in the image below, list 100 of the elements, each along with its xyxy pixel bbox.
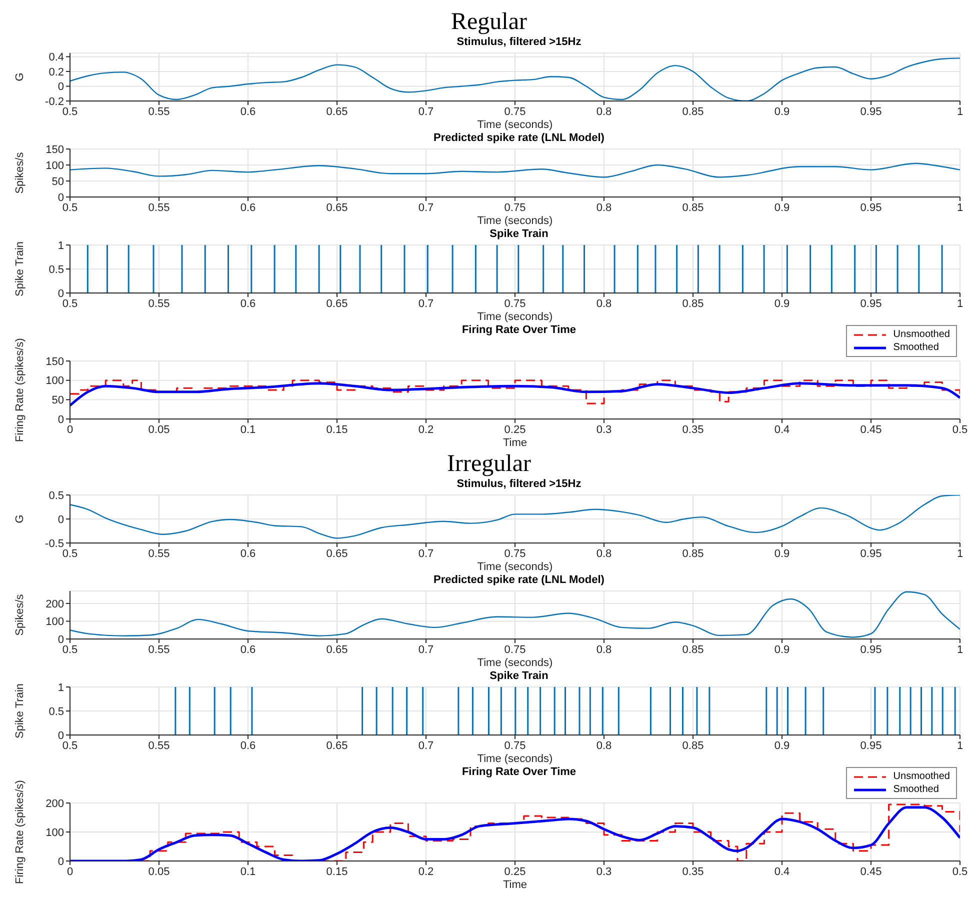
x-tick-label: 0.4	[774, 866, 790, 878]
x-tick-label: 0.45	[860, 424, 882, 436]
x-tick-label: 0.6	[240, 202, 256, 214]
x-axis-title: Time (seconds)	[476, 561, 554, 574]
legend-label: Unsmoothed	[893, 770, 950, 783]
x-axis-title: Time	[502, 879, 528, 891]
x-tick-label: 0.1	[240, 866, 256, 878]
x-tick-label: 0.95	[860, 548, 882, 560]
y-tick-label: 0	[58, 414, 64, 426]
x-tick-label: 0.65	[326, 106, 348, 118]
x-axis-title: Time (seconds)	[476, 657, 554, 670]
chart-title: Irregular	[446, 450, 532, 478]
chart-title: Firing Rate Over Time	[462, 766, 576, 778]
x-tick-label: 0.25	[504, 424, 526, 436]
chart-subtitle: Stimulus, filtered >15Hz	[456, 478, 582, 491]
x-tick-label: 0.3	[596, 424, 612, 436]
x-tick-label: 1	[956, 740, 964, 752]
y-tick-label: 100	[46, 375, 64, 388]
y-tick-label: 0.2	[48, 66, 64, 78]
y-tick-label: 0.4	[48, 52, 64, 64]
x-tick-label: 0.7	[418, 548, 434, 560]
y-tick-label: 0.5	[48, 706, 64, 718]
x-tick-label: 0.8	[596, 548, 612, 560]
y-axis-title: Spike Train	[14, 683, 26, 739]
y-axis-title: Firing Rate (spikes/s)	[14, 780, 26, 884]
x-tick-label: 0.75	[504, 740, 526, 752]
y-tick-label: 0	[58, 856, 64, 868]
x-tick-label: 0.55	[148, 548, 170, 560]
y-axis-title: Spike Train	[14, 241, 26, 297]
y-axis-title: G	[14, 72, 26, 82]
x-tick-label: 0.7	[418, 106, 434, 118]
x-tick-label: 0.7	[418, 740, 434, 752]
y-axis-title: G	[14, 514, 26, 524]
x-tick-label: 0.9	[774, 298, 790, 310]
x-tick-label: 1	[956, 106, 964, 118]
y-tick-label: 150	[46, 356, 64, 368]
x-tick-label: 0.5	[952, 866, 968, 878]
chart-subtitle: Stimulus, filtered >15Hz	[456, 36, 582, 49]
x-tick-label: 0	[66, 866, 74, 878]
x-tick-label: 0.55	[148, 202, 170, 214]
x-tick-label: 1	[956, 298, 964, 310]
y-tick-label: 0	[58, 192, 64, 204]
y-tick-label: 0	[58, 514, 64, 526]
chart-title: Firing Rate Over Time	[462, 324, 576, 336]
line-series	[70, 162, 960, 178]
chart-title: Spike Train	[488, 228, 550, 241]
x-tick-label: 0.9	[774, 644, 790, 656]
x-tick-label: 0.9	[774, 106, 790, 118]
x-tick-label: 0.95	[860, 740, 882, 752]
x-tick-label: 0.7	[418, 644, 434, 656]
x-tick-label: 0.55	[148, 644, 170, 656]
chart-title: Regular	[450, 8, 528, 36]
y-tick-label: 150	[46, 144, 64, 156]
x-tick-label: 0.05	[148, 866, 170, 878]
y-tick-label: 100	[46, 826, 64, 839]
x-tick-label: 0.4	[774, 424, 790, 436]
x-tick-label: 0.2	[418, 424, 434, 436]
x-tick-label: 0.9	[774, 740, 790, 752]
x-tick-label: 1	[956, 644, 964, 656]
y-tick-label: 50	[52, 176, 64, 188]
x-tick-label: 0	[66, 424, 74, 436]
x-tick-label: 0.95	[860, 106, 882, 118]
x-axis-title: Time (seconds)	[476, 753, 554, 766]
y-tick-label: 0	[58, 634, 64, 646]
x-tick-label: 0.2	[418, 866, 434, 878]
x-tick-label: 0.45	[860, 866, 882, 878]
y-tick-label: 1	[58, 240, 64, 252]
x-tick-label: 0.7	[418, 298, 434, 310]
x-tick-label: 0.8	[596, 740, 612, 752]
y-tick-label: -0.2	[45, 96, 64, 108]
x-tick-label: 0.75	[504, 298, 526, 310]
y-tick-label: 200	[46, 798, 64, 810]
x-tick-label: 0.65	[326, 202, 348, 214]
x-tick-label: 0.7	[418, 202, 434, 214]
x-tick-label: 0.85	[682, 106, 704, 118]
x-tick-label: 0.55	[148, 740, 170, 752]
x-axis-title: Time (seconds)	[476, 311, 554, 324]
x-tick-label: 0.1	[240, 424, 256, 436]
x-tick-label: 0.95	[860, 298, 882, 310]
y-axis-title: Firing Rate (spikes/s)	[14, 338, 26, 442]
legend-label: Unsmoothed	[893, 328, 950, 341]
x-tick-label: 0.35	[682, 424, 704, 436]
x-tick-label: 0.15	[326, 866, 348, 878]
x-tick-label: 1	[956, 548, 964, 560]
x-tick-label: 0.5	[952, 424, 968, 436]
x-tick-label: 0.8	[596, 298, 612, 310]
x-tick-label: 0.8	[596, 202, 612, 214]
y-tick-label: 0	[58, 81, 64, 94]
x-tick-label: 0.75	[504, 548, 526, 560]
y-axis-title: Spikes/s	[14, 594, 26, 636]
x-tick-label: 0.55	[148, 106, 170, 118]
legend-label: Smoothed	[893, 783, 939, 796]
legend-label: Smoothed	[893, 341, 939, 354]
x-tick-label: 0.6	[240, 298, 256, 310]
y-tick-label: 0.5	[48, 490, 64, 502]
x-tick-label: 0.65	[326, 740, 348, 752]
x-tick-label: 0.95	[860, 644, 882, 656]
y-tick-label: 100	[46, 160, 64, 172]
x-tick-label: 0.8	[596, 106, 612, 118]
x-tick-label: 0.6	[240, 644, 256, 656]
